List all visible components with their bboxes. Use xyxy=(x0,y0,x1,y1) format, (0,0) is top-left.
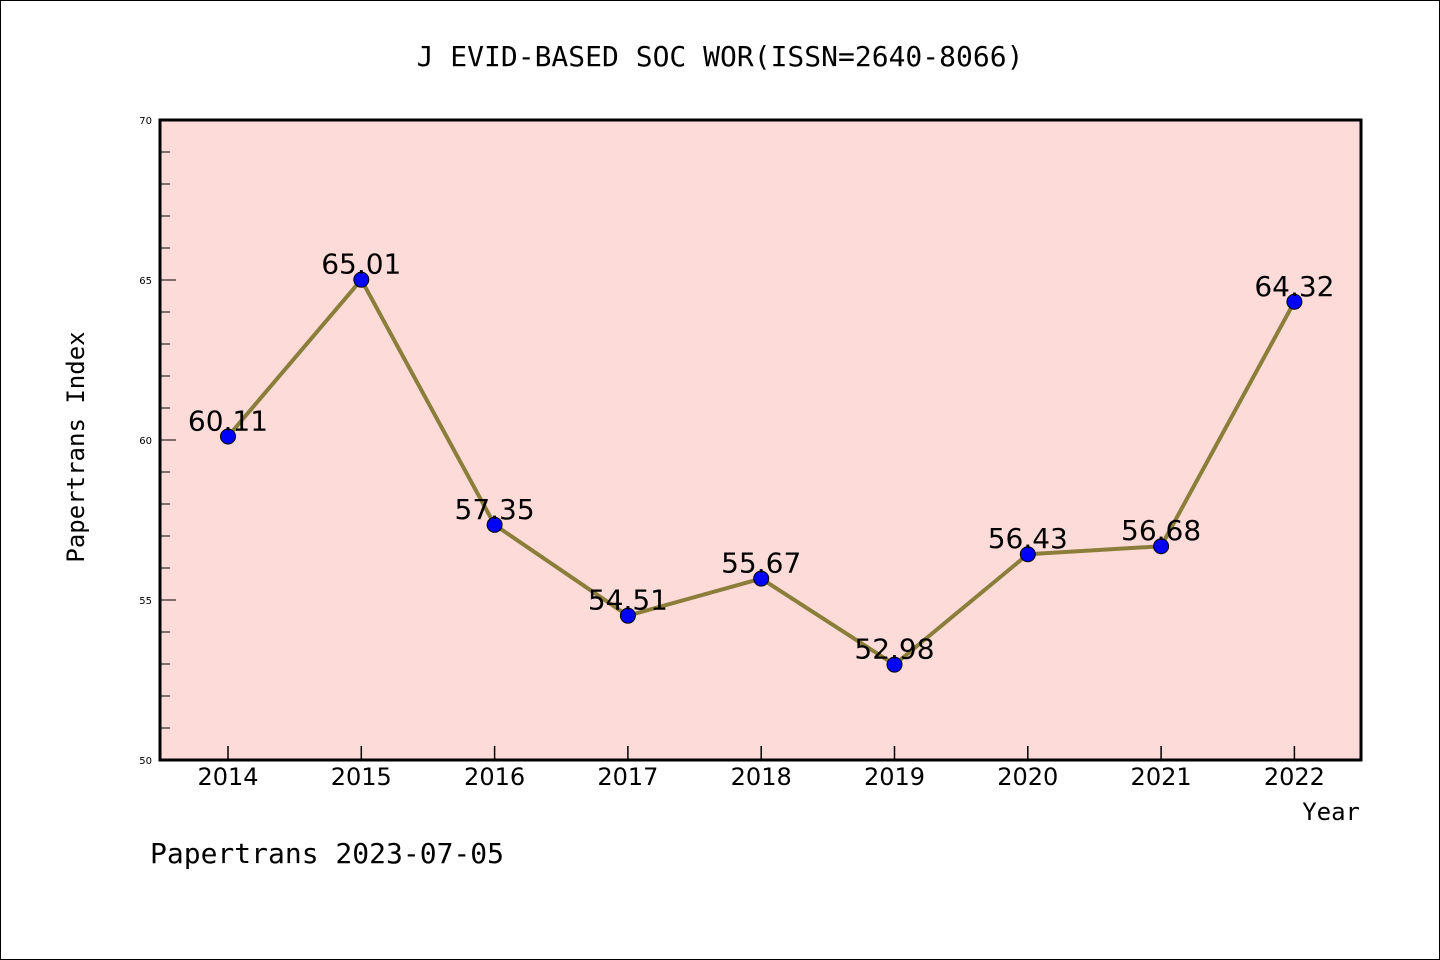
x-axis-label: Year xyxy=(1302,798,1360,826)
data-label: 64.32 xyxy=(1254,270,1334,303)
x-tick-label: 2017 xyxy=(597,763,658,791)
x-tick-label: 2014 xyxy=(197,763,258,791)
y-tick-label: 60 xyxy=(139,436,152,447)
y-tick-label: 70 xyxy=(139,116,152,127)
data-label: 60.11 xyxy=(188,404,268,437)
plot-border xyxy=(158,118,1363,762)
data-point xyxy=(1019,546,1036,563)
data-point xyxy=(486,516,503,533)
data-point xyxy=(1286,293,1303,310)
x-tick-label: 2016 xyxy=(464,763,525,791)
y-tick-label: 65 xyxy=(139,276,152,287)
x-axis-ticks: 2014 2015 2016 2017 2018 2019 2020 2021 2022 xyxy=(197,746,1325,791)
data-label: 55.67 xyxy=(721,547,801,580)
data-point xyxy=(220,428,236,445)
plot-area xyxy=(160,120,1361,760)
x-tick-label: 2018 xyxy=(731,763,792,791)
x-tick-label: 2015 xyxy=(331,763,392,791)
data-markers xyxy=(220,271,1303,673)
data-label: 57.35 xyxy=(455,493,535,526)
y-tick-label: 50 xyxy=(139,756,152,767)
data-point xyxy=(353,271,370,288)
x-tick-label: 2022 xyxy=(1264,763,1325,791)
y-minor-ticks xyxy=(160,151,170,729)
chart-title: J EVID-BASED SOC WOR(ISSN=2640-8066) xyxy=(417,40,1024,73)
x-tick-label: 2020 xyxy=(997,763,1058,791)
y-axis-label: Papertrans Index xyxy=(62,331,90,562)
x-tick-label: 2021 xyxy=(1131,763,1192,791)
data-label: 52.98 xyxy=(854,633,934,666)
data-point xyxy=(1153,538,1170,555)
data-labels: 60.11 65.01 57.35 54.51 55.67 52.98 56.43 56.68… xyxy=(188,248,1335,666)
x-tick-label: 2019 xyxy=(864,763,925,791)
footer-stamp: Papertrans 2023-07-05 xyxy=(150,837,504,870)
data-label: 65.01 xyxy=(321,248,401,281)
data-label: 54.51 xyxy=(588,584,668,617)
data-point xyxy=(753,570,770,587)
data-point xyxy=(619,607,636,624)
y-tick-label: 55 xyxy=(139,596,152,607)
data-point xyxy=(886,656,903,673)
data-label: 56.43 xyxy=(988,522,1068,555)
data-label: 56.68 xyxy=(1121,514,1201,547)
